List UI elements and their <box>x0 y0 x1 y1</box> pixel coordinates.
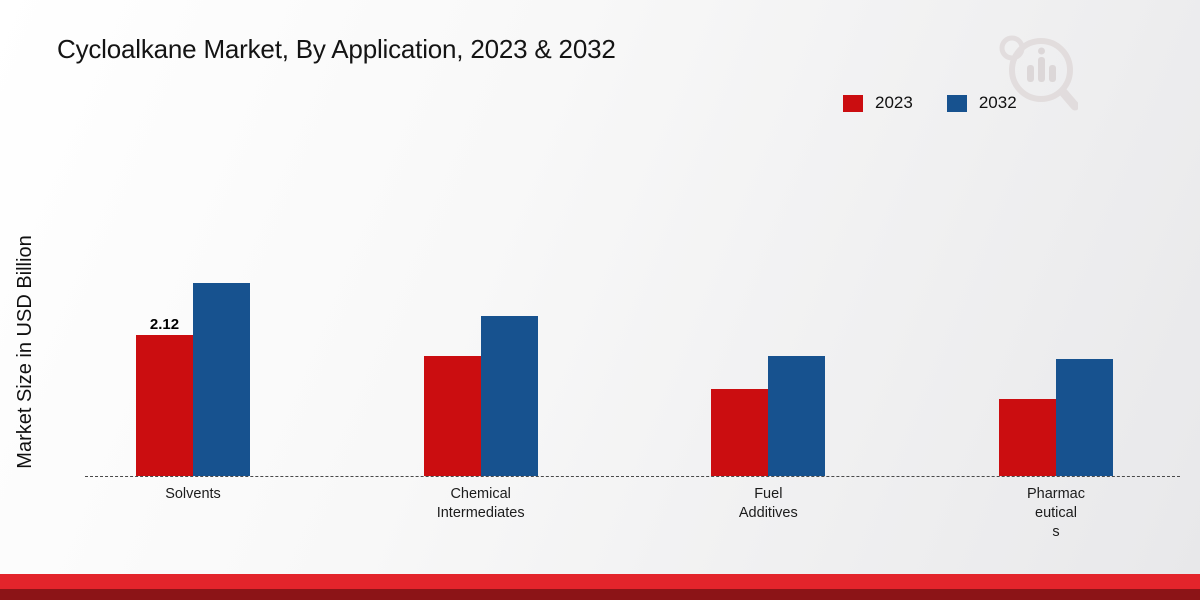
y-axis-title: Market Size in USD Billion <box>14 235 36 469</box>
bar-2023-pharmaceuticals <box>998 399 1056 476</box>
bar-group-chemical-intermediates <box>423 316 538 476</box>
legend-item-2032: 2032 <box>946 93 1017 113</box>
bar-2032-fuel-additives <box>768 356 826 476</box>
bar-group-solvents: 2.12 <box>136 283 250 476</box>
category-label-fuel-additives: Fuel Additives <box>738 486 798 521</box>
brand-logo-icon <box>996 28 1080 117</box>
legend-label-2023: 2023 <box>875 93 913 112</box>
bars-row: 2.12 <box>85 257 1180 477</box>
legend: 2023 2032 <box>843 93 1017 113</box>
footer-stripe-red <box>0 574 1200 589</box>
legend-item-2023: 2023 <box>843 93 913 113</box>
category-label-pharmaceuticals: Pharmac eutical s <box>1026 486 1085 540</box>
category-labels-row: Solvents Chemical Intermediates Fuel Additiv… <box>85 477 1180 542</box>
bar-2023-solvents <box>136 335 193 476</box>
bar-2032-solvents <box>193 283 250 476</box>
chart-title: Cycloalkane Market, By Application, 2023… <box>57 34 616 64</box>
bar-2023-fuel-additives <box>711 389 769 476</box>
category-label-chemical-intermediates: Chemical Intermediates <box>436 486 525 521</box>
bar-value-label: 2.12 <box>149 316 180 333</box>
footer-stripe-dark <box>0 589 1200 600</box>
legend-swatch-2032 <box>946 94 967 112</box>
bar-2032-pharmaceuticals <box>1055 359 1113 476</box>
legend-label-2032: 2032 <box>978 93 1017 112</box>
bar-2032-chemical-intermediates <box>480 316 538 476</box>
plot-area: 2.12 Solvents Chemical Intermediates Fuel Ad… <box>85 257 1180 542</box>
category-label-solvents: Solvents <box>165 486 221 502</box>
bar-group-pharmaceuticals <box>998 359 1113 476</box>
legend-swatch-2023 <box>843 94 863 112</box>
bar-group-fuel-additives <box>711 356 826 476</box>
bar-2023-chemical-intermediates <box>423 356 481 476</box>
